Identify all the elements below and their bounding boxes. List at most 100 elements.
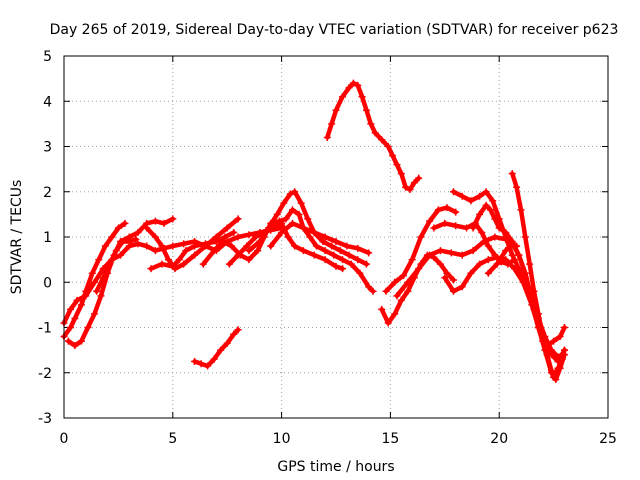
data-point xyxy=(467,269,475,277)
data-point xyxy=(476,260,484,268)
data-point xyxy=(297,199,305,207)
data-point xyxy=(117,251,125,259)
y-tick-labels: -3 -2 -1 0 1 2 3 4 5 xyxy=(38,49,52,427)
data-point xyxy=(478,228,486,236)
data-point xyxy=(393,292,401,300)
data-point xyxy=(286,190,294,198)
data-point xyxy=(356,269,364,277)
data-point xyxy=(399,271,407,279)
data-point xyxy=(463,224,471,232)
data-point xyxy=(164,256,172,264)
data-point xyxy=(234,215,242,223)
data-point xyxy=(491,233,499,241)
data-point xyxy=(517,206,525,214)
data-point xyxy=(278,228,286,236)
series-arc-10 xyxy=(268,221,371,256)
data-point xyxy=(121,219,129,227)
data-point xyxy=(382,287,390,295)
data-point xyxy=(251,233,259,241)
data-point xyxy=(330,251,338,259)
data-point xyxy=(521,269,529,277)
data-point xyxy=(441,219,449,227)
data-point xyxy=(484,242,492,250)
data-point xyxy=(245,247,253,255)
data-point xyxy=(369,287,377,295)
data-point xyxy=(267,242,275,250)
data-point xyxy=(339,93,347,101)
data-point xyxy=(508,251,516,259)
data-point xyxy=(526,260,534,268)
data-point xyxy=(560,346,568,354)
data-point xyxy=(191,251,199,259)
data-point xyxy=(288,219,296,227)
data-point xyxy=(408,256,416,264)
data-point xyxy=(234,326,242,334)
data-point xyxy=(295,210,303,218)
data-point xyxy=(443,204,451,212)
data-point xyxy=(354,81,362,89)
data-point xyxy=(225,260,233,268)
y-tick-label: 2 xyxy=(43,185,52,201)
data-point xyxy=(543,351,551,359)
data-point xyxy=(345,84,353,92)
data-point xyxy=(180,260,188,268)
data-point xyxy=(323,133,331,141)
data-point xyxy=(554,364,562,372)
data-point xyxy=(73,296,81,304)
y-axis-label: SDTVAR / TECUs xyxy=(9,180,25,295)
data-point xyxy=(291,188,299,196)
data-point xyxy=(450,188,458,196)
data-point xyxy=(210,355,218,363)
data-point xyxy=(119,238,127,246)
data-point xyxy=(191,357,199,365)
data-point xyxy=(482,201,490,209)
data-point xyxy=(484,269,492,277)
data-point xyxy=(169,242,177,250)
chart-title: Day 265 of 2019, Sidereal Day-to-day VTE… xyxy=(50,22,619,38)
data-point xyxy=(304,215,312,223)
data-point xyxy=(217,346,225,354)
data-point xyxy=(558,355,566,363)
y-tick-label: -2 xyxy=(38,366,52,382)
data-point xyxy=(336,247,344,255)
data-point xyxy=(365,249,373,257)
x-tick-label: 15 xyxy=(381,431,399,447)
series-arc-19 xyxy=(470,203,567,364)
data-point xyxy=(106,260,114,268)
data-point xyxy=(204,362,212,370)
data-point xyxy=(362,260,370,268)
data-point xyxy=(332,238,340,246)
data-point xyxy=(82,292,90,300)
y-tick-label: -3 xyxy=(38,411,52,427)
data-point xyxy=(77,301,85,309)
data-point xyxy=(97,292,105,300)
data-point xyxy=(112,247,120,255)
data-point xyxy=(491,215,499,223)
y-tick-label: 3 xyxy=(43,140,52,156)
data-point xyxy=(219,238,227,246)
data-point xyxy=(197,360,205,368)
data-point xyxy=(415,174,423,182)
data-point xyxy=(77,337,85,345)
data-point xyxy=(493,260,501,268)
data-point xyxy=(299,247,307,255)
data-point xyxy=(278,219,286,227)
data-point xyxy=(306,233,314,241)
data-point xyxy=(436,260,444,268)
series-arc-9 xyxy=(246,189,369,267)
data-point xyxy=(169,215,177,223)
data-point xyxy=(245,256,253,264)
data-point xyxy=(71,342,79,350)
data-point xyxy=(362,106,370,114)
data-point xyxy=(328,120,336,128)
data-point xyxy=(378,305,386,313)
data-point xyxy=(384,319,392,327)
data-point xyxy=(426,251,434,259)
data-point xyxy=(404,278,412,286)
data-point xyxy=(114,224,122,232)
data-point xyxy=(443,269,451,277)
data-point xyxy=(256,238,264,246)
data-point xyxy=(450,287,458,295)
data-point xyxy=(332,262,340,270)
data-point xyxy=(354,256,362,264)
